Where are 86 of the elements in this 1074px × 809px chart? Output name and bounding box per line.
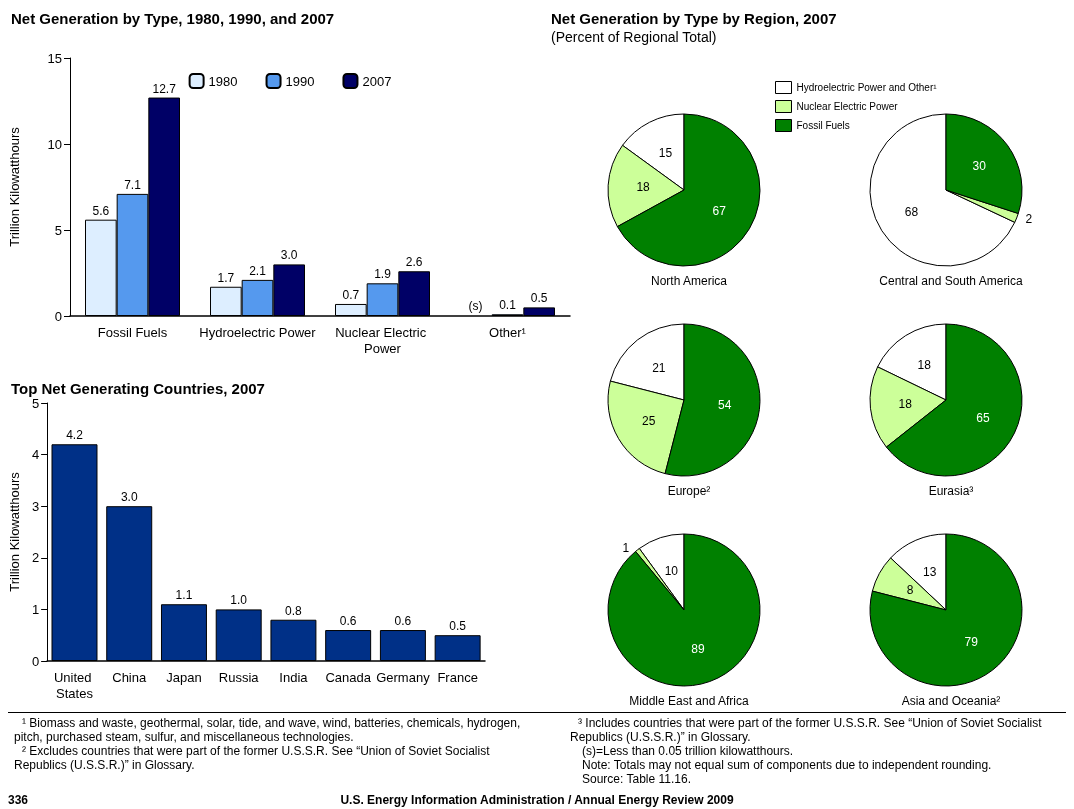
- x-tick-label: India: [279, 669, 309, 685]
- text: ³ Includes countries that were part of the former U.S.S.R. See “Union of Soviet Socialist Republics (U.S.S.R.)” in Glossary.: [570, 716, 1043, 744]
- x-tick-label: Other¹: [489, 324, 527, 340]
- data-label: 1.9: [374, 267, 392, 282]
- data-label: 15: [658, 146, 673, 161]
- text: Middle East and Africa: [629, 694, 750, 708]
- data-label: 68: [904, 204, 919, 219]
- data-label: 79: [964, 635, 979, 650]
- legend-label: 1990: [285, 73, 315, 89]
- x-tick-label: United States: [53, 669, 96, 701]
- data-label: 67: [712, 203, 727, 218]
- data-label: 18: [917, 358, 932, 373]
- data-label: 1.0: [230, 593, 248, 608]
- y-tick-label: 15: [47, 50, 62, 66]
- x-tick-label: Fossil Fuels: [97, 324, 168, 340]
- text: Central and South America: [879, 274, 1024, 288]
- text: (s)=Less than 0.05 trillion kilowatthours.: [581, 744, 795, 758]
- text: Europe²: [667, 484, 711, 498]
- x-tick-label: Japan: [166, 669, 202, 685]
- legend-label: Hydroelectric Power and Other¹: [796, 82, 938, 93]
- y-tick-label: 5: [31, 395, 40, 411]
- data-label: 54: [718, 398, 732, 413]
- chart-title: Net Generation by Type by Region, 2007: [551, 10, 837, 27]
- data-label: 3.0: [120, 490, 138, 505]
- data-label: 30: [972, 158, 987, 173]
- data-label: 12.7: [152, 81, 177, 96]
- text: Asia and Oceania²: [901, 694, 1001, 708]
- x-tick-label: Germany: [376, 669, 431, 685]
- data-label: 7.1: [124, 177, 142, 192]
- legend-label: 2007: [362, 73, 392, 89]
- data-label: 13: [923, 565, 937, 580]
- chart-title: Net Generation by Type, 1980, 1990, and 2007: [11, 10, 335, 27]
- x-tick-label: Nuclear Electric Power: [335, 324, 430, 356]
- text: ¹ Biomass and waste, geothermal, solar, tide, and wave, wind, batteries, chemicals, hydrogen, pitch, purchased steam, sulfur, and miscellaneous technologies.: [14, 716, 522, 744]
- y-tick-label: 0: [54, 308, 62, 324]
- legend-label: Fossil Fuels: [796, 120, 850, 131]
- y-tick-label: 1: [31, 601, 40, 617]
- text: North America: [650, 274, 728, 288]
- data-label: 18: [898, 397, 913, 412]
- data-label: 1.7: [217, 270, 235, 285]
- y-tick-label: 10: [47, 136, 62, 152]
- y-tick-label: 0: [31, 653, 40, 669]
- source-note: Source: Table 11.16.: [581, 772, 692, 786]
- annotation: (s): [468, 299, 483, 313]
- y-axis-title: Trillion Kilowatthours: [7, 471, 22, 592]
- data-label: 0.5: [449, 619, 467, 634]
- x-tick-label: China: [112, 669, 147, 685]
- data-label: 5.6: [92, 203, 110, 218]
- chart-title: Top Net Generating Countries, 2007: [11, 380, 265, 397]
- data-label: 89: [691, 641, 705, 656]
- x-tick-label: Canada: [325, 669, 372, 685]
- text: Note: Totals may not equal sum of components due to independent rounding.: [581, 758, 993, 772]
- data-label: 0.8: [285, 603, 303, 618]
- data-label: 0.6: [394, 614, 412, 629]
- data-label: 0.6: [339, 614, 357, 629]
- text: 336: [8, 793, 29, 807]
- data-label: 2: [1025, 211, 1033, 226]
- data-label: 1.1: [175, 588, 193, 603]
- legend-label: 1980: [208, 73, 238, 89]
- data-label: 0.7: [342, 287, 360, 302]
- x-tick-label: Russia: [218, 669, 260, 685]
- text: ² Excludes countries that were part of the former U.S.S.R. See “Union of Soviet Socialist Republics (U.S.S.R.)” in Glossary.: [14, 744, 491, 772]
- data-label: 21: [652, 360, 666, 375]
- y-tick-label: 2: [31, 550, 40, 566]
- data-label: 8: [906, 583, 914, 598]
- chart-subtitle: (Percent of Regional Total): [551, 29, 717, 45]
- legend-label: Nuclear Electric Power: [796, 101, 899, 112]
- y-tick-label: 5: [54, 222, 62, 238]
- y-axis-title: Trillion Kilowatthours: [7, 126, 22, 247]
- data-label: 2.6: [405, 255, 423, 270]
- x-tick-label: France: [437, 669, 478, 685]
- data-label: 18: [636, 180, 651, 195]
- text: U.S. Energy Information Administration / Annual Energy Review 2009: [340, 793, 734, 807]
- data-label: 0.5: [530, 291, 548, 306]
- data-label: 10: [664, 564, 679, 579]
- data-label: 25: [642, 413, 656, 428]
- data-label: 1: [622, 541, 630, 556]
- data-label: 4.2: [66, 428, 84, 443]
- data-label: 2.1: [249, 263, 267, 278]
- y-tick-label: 4: [31, 447, 40, 463]
- x-tick-label: Hydroelectric Power: [199, 324, 317, 340]
- data-label: 65: [976, 410, 990, 425]
- text: Eurasia³: [928, 484, 974, 498]
- y-tick-label: 3: [31, 498, 40, 514]
- data-label: 3.0: [280, 248, 298, 263]
- data-label: 0.1: [499, 298, 517, 313]
